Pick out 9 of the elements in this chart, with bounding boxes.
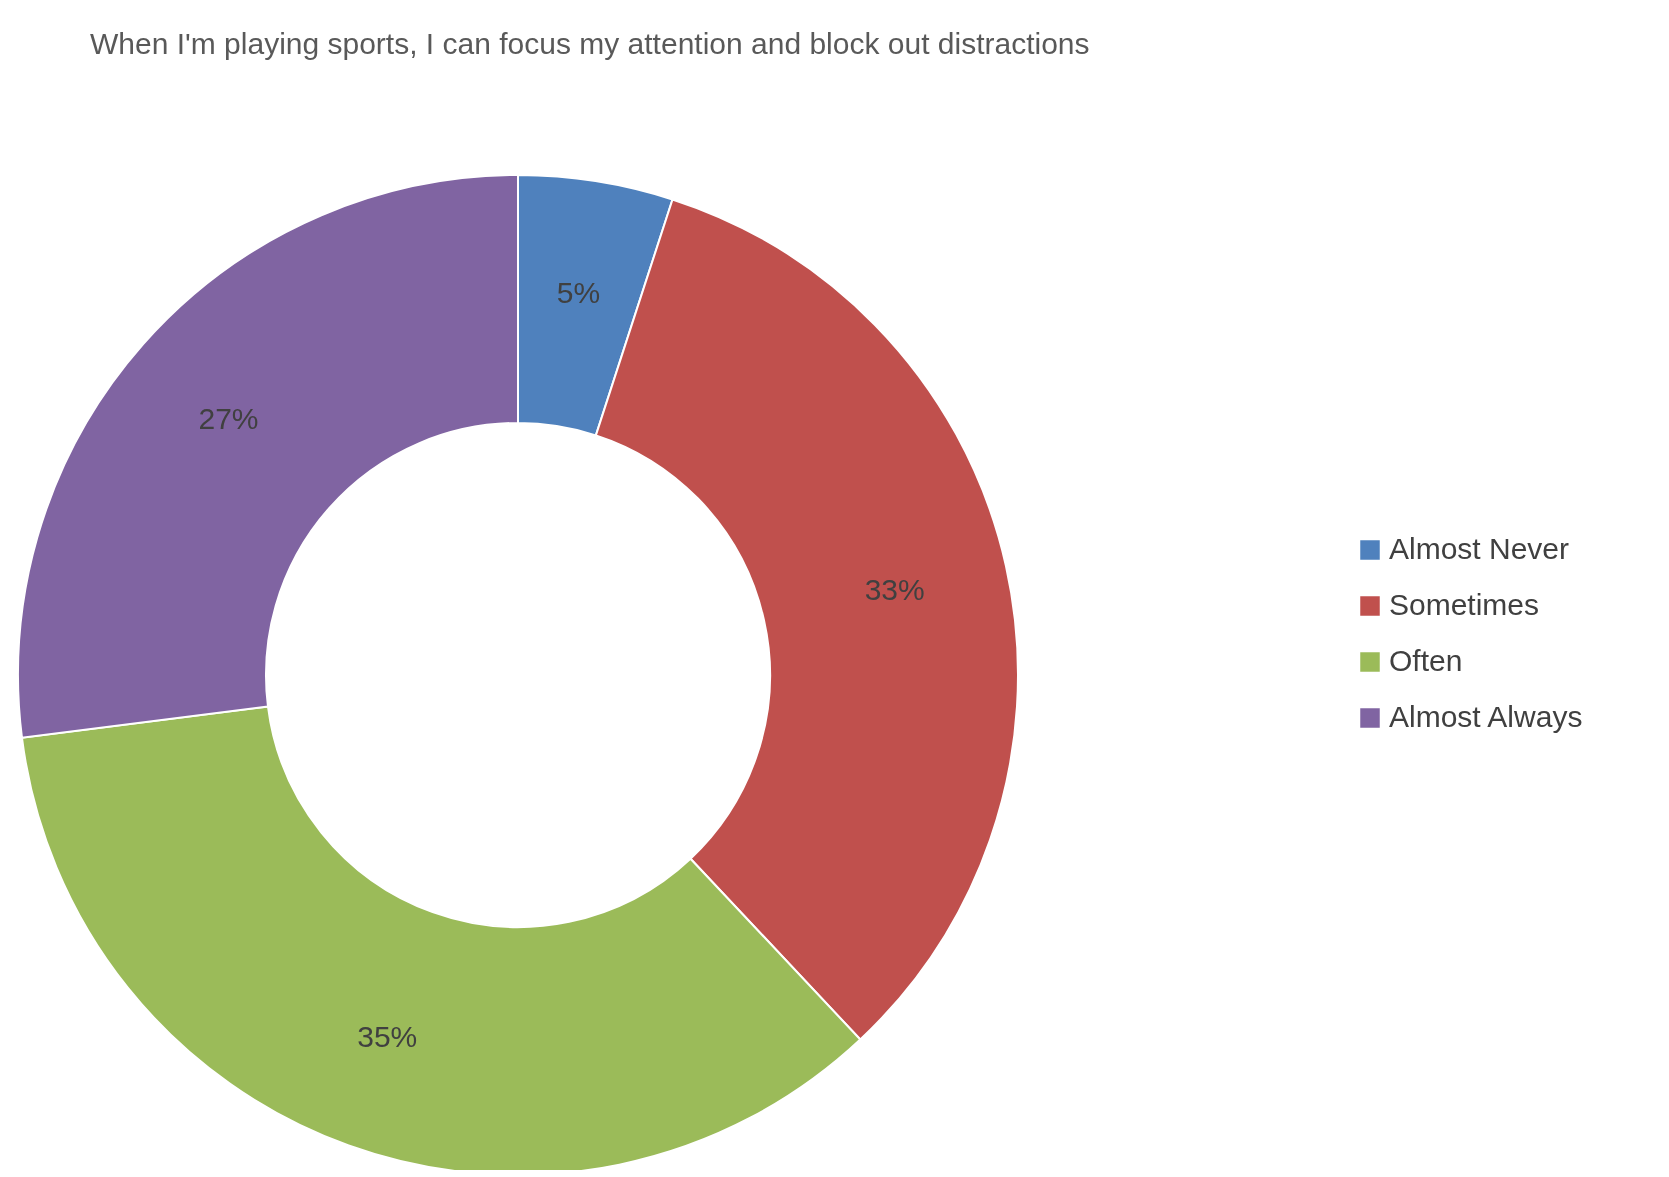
legend-label: Almost Never bbox=[1389, 532, 1570, 565]
data-label: 5% bbox=[556, 275, 601, 309]
legend-label: Often bbox=[1389, 644, 1463, 677]
data-label: 33% bbox=[864, 572, 925, 606]
legend-label: Sometimes bbox=[1389, 588, 1540, 621]
chart-title: When I'm playing sports, I can focus my attention and block out distractions bbox=[90, 27, 1090, 60]
data-label: 35% bbox=[357, 1020, 418, 1054]
data-label: 27% bbox=[198, 401, 259, 435]
legend-label: Almost Always bbox=[1389, 700, 1583, 733]
